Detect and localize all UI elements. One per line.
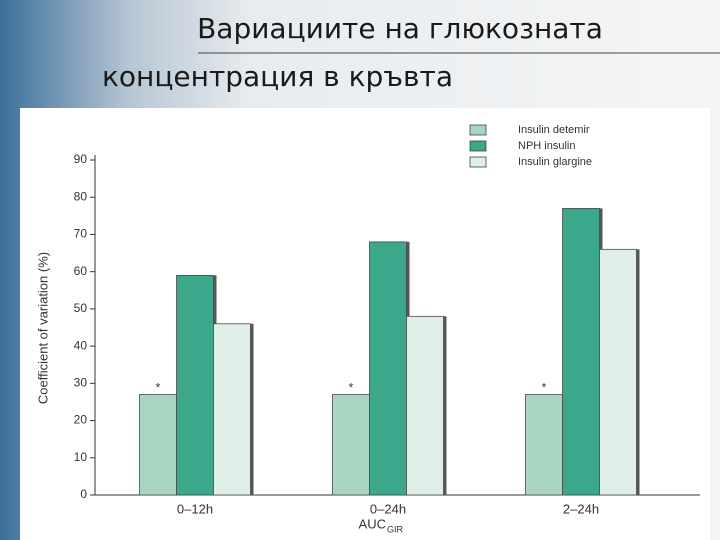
x-tick-label: 2–24h <box>563 501 599 516</box>
bar <box>599 248 637 496</box>
y-tick-label: 0 <box>80 487 87 501</box>
bar <box>213 323 251 496</box>
y-tick-label: 20 <box>74 413 88 427</box>
title-line: концентрация в кръвта <box>102 60 453 93</box>
x-axis-label: AUC <box>359 516 386 531</box>
bar <box>332 394 370 496</box>
bar <box>525 394 563 496</box>
annotation: * <box>349 381 354 395</box>
x-tick-label: 0–12h <box>177 501 213 516</box>
annotation: * <box>542 381 547 395</box>
x-axis-label-sub: GIR <box>387 524 404 534</box>
bar <box>176 274 214 496</box>
legend-label: NPH insulin <box>518 140 575 152</box>
legend-label: Insulin glargine <box>518 156 592 168</box>
y-tick-label: 80 <box>74 189 88 203</box>
bar <box>562 207 600 496</box>
legend-swatch <box>469 124 487 136</box>
y-tick-label: 40 <box>74 338 88 352</box>
y-tick-label: 10 <box>74 450 88 464</box>
title-line: Вариациите на глюкозната <box>197 12 603 45</box>
legend-swatch <box>469 140 487 152</box>
annotation: * <box>156 381 161 395</box>
y-tick-label: 60 <box>74 264 88 278</box>
y-tick-label: 90 <box>74 152 88 166</box>
x-tick-label: 0–24h <box>370 501 406 516</box>
legend-label: Insulin detemir <box>518 124 590 136</box>
bar <box>139 394 177 496</box>
y-tick-label: 30 <box>74 376 88 390</box>
y-tick-label: 50 <box>74 301 88 315</box>
y-axis-label: Coefficient of variation (%) <box>35 252 50 404</box>
legend-swatch <box>469 156 487 168</box>
bar <box>406 315 444 496</box>
y-tick-label: 70 <box>74 227 88 241</box>
bar <box>369 241 407 496</box>
